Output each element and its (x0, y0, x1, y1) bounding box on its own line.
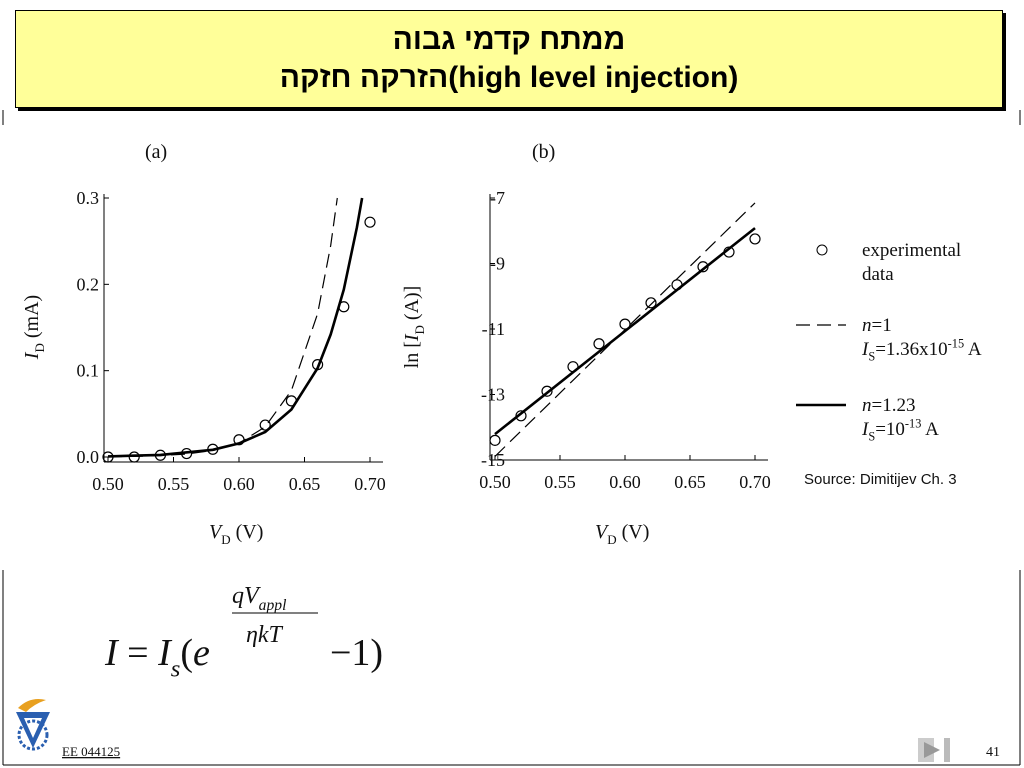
x-tick-label: 0.60 (223, 474, 255, 494)
logo (16, 699, 50, 751)
panel-label: (b) (532, 141, 555, 163)
y-tick-label: -15 (481, 450, 505, 470)
y-tick-label: 0.2 (77, 274, 100, 294)
text-run: =10 (875, 419, 905, 440)
x-tick-label: 0.50 (92, 474, 124, 494)
x-tick-label: 0.65 (674, 472, 706, 492)
text-run: n (862, 395, 872, 416)
text-run: =1.23 (872, 395, 916, 416)
text-run: D (412, 325, 427, 334)
text-run: A (921, 419, 939, 440)
x-tick-label: 0.70 (739, 472, 771, 492)
x-tick-label: 0.60 (609, 472, 641, 492)
y-tick-label: -11 (482, 319, 505, 339)
x-tick-label: 0.65 (289, 474, 321, 494)
curve (494, 227, 756, 436)
text-run: =1 (872, 315, 892, 336)
text-run: I (157, 632, 173, 674)
rich-text: experimental (862, 240, 961, 261)
text-run: ln [ (401, 341, 423, 368)
y-tick-label: -9 (490, 254, 505, 274)
text-run: S (868, 430, 875, 444)
y-tick-label: -7 (490, 188, 505, 208)
text-run: appl (259, 597, 287, 614)
legend-marker (816, 244, 828, 256)
text-run: ηkT (246, 622, 284, 648)
y-tick-label: -13 (481, 385, 505, 405)
data-point (749, 233, 761, 245)
page-number: 41 (986, 745, 1000, 760)
rich-text: ID (mA) (21, 295, 47, 360)
title-line: ממתח קדמי גבוה (392, 23, 626, 56)
x-tick-label: 0.55 (158, 474, 190, 494)
rich-text: VD (V) (595, 521, 649, 547)
title-box: ממתח קדמי גבוה הזרקה חזקה(high level inj… (15, 10, 1003, 108)
text-run: experimental (862, 240, 961, 261)
x-tick-label: 0.55 (544, 472, 576, 492)
curve (107, 197, 338, 458)
data-point (515, 410, 527, 422)
text-run: = (118, 632, 158, 674)
data-point (489, 434, 501, 446)
rich-text: data (862, 264, 894, 285)
text-run: s (171, 655, 181, 682)
data-point (259, 419, 271, 431)
rich-text: I = Is(e (104, 632, 210, 682)
text-run: (A)] (401, 286, 423, 325)
text-run: V (209, 521, 224, 543)
text-run: I (861, 419, 870, 440)
y-tick-label: 0.3 (77, 188, 100, 208)
x-tick-label: 0.50 (479, 472, 511, 492)
text-run: -15 (948, 336, 964, 350)
text-run: I (861, 339, 870, 360)
title-line: הזרקה חזקה(high level injection) (279, 61, 739, 94)
text-run: A (964, 339, 982, 360)
nav-icon[interactable] (924, 742, 940, 758)
data-point (593, 338, 605, 350)
y-tick-label: 0.0 (77, 447, 100, 467)
source: Source: Dimitijev Ch. 3 (804, 471, 957, 488)
text-run: I (21, 351, 43, 360)
rich-text: IS=1.36x10-15 A (861, 336, 982, 363)
nav-button[interactable] (944, 738, 950, 762)
text-run: n (862, 315, 872, 336)
text-run: =1.36x10 (875, 339, 947, 360)
rich-text: n=1.23 (862, 395, 915, 416)
rich-text: ηkT (246, 622, 284, 648)
rich-text: qVappl (232, 583, 286, 614)
rich-text: ln [ID (A)] (401, 286, 427, 369)
text-run: D (32, 343, 47, 352)
data-point (645, 297, 657, 309)
x-tick-label: 0.70 (354, 474, 386, 494)
text-run: qV (232, 583, 261, 609)
text-run: ( (180, 632, 193, 674)
text-run: D (607, 532, 616, 547)
text-run: V (595, 521, 610, 543)
text-run: -13 (905, 416, 921, 430)
rich-text: n=1 (862, 315, 892, 336)
text-run: I (401, 333, 423, 342)
text-run: (V) (231, 521, 264, 543)
rich-text: VD (V) (209, 521, 263, 547)
rich-text: −1) (330, 632, 383, 674)
course-code: EE 044125 (62, 744, 120, 759)
text-run: (mA) (21, 295, 43, 343)
y-tick-label: 0.1 (77, 361, 100, 381)
panel-label: (a) (145, 141, 167, 163)
rich-text: IS=10-13 A (861, 416, 939, 443)
text-run: e (193, 632, 210, 674)
text-run: −1) (330, 632, 383, 674)
data-point (541, 385, 553, 397)
text-run: I (104, 632, 120, 674)
text-run: (V) (617, 521, 650, 543)
text-run: D (221, 532, 230, 547)
data-point (364, 216, 376, 228)
curve (107, 197, 364, 458)
text-run: S (868, 350, 875, 364)
text-run: data (862, 264, 894, 285)
